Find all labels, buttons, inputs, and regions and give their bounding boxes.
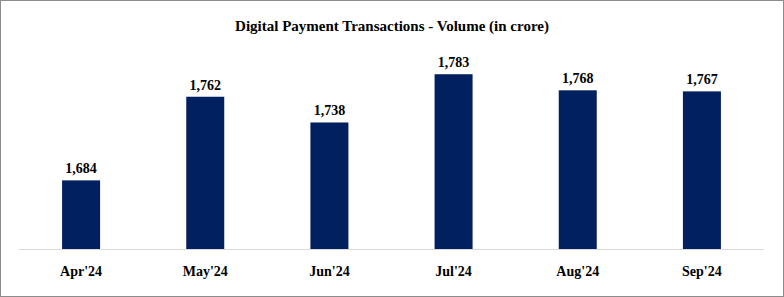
chart-title: Digital Payment Transactions - Volume (i… bbox=[235, 18, 549, 35]
x-tick-label: Jun'24 bbox=[309, 264, 349, 279]
bar bbox=[559, 90, 597, 249]
bars bbox=[62, 74, 721, 249]
x-tick-label: May'24 bbox=[183, 264, 228, 279]
labels: 1,684 Apr'24 1,762 May'24 1,738 Jun'24 1,783 Ju… bbox=[60, 55, 722, 279]
bar bbox=[683, 91, 721, 249]
x-tick-label: Aug'24 bbox=[556, 264, 599, 279]
bar bbox=[62, 180, 100, 249]
data-label: 1,762 bbox=[190, 78, 222, 93]
frame bbox=[1, 1, 784, 297]
chart-svg: Digital Payment Transactions - Volume (i… bbox=[0, 0, 784, 297]
data-label: 1,738 bbox=[314, 103, 346, 118]
chart-container: Digital Payment Transactions - Volume (i… bbox=[0, 0, 784, 297]
data-label: 1,767 bbox=[686, 72, 718, 87]
data-label: 1,684 bbox=[65, 161, 97, 176]
bar bbox=[435, 74, 473, 249]
data-label: 1,768 bbox=[562, 71, 594, 86]
x-axis-line bbox=[19, 249, 764, 250]
bar bbox=[186, 97, 224, 249]
data-label: 1,783 bbox=[438, 55, 470, 70]
x-tick-label: Sep'24 bbox=[682, 264, 722, 279]
bar bbox=[310, 122, 348, 249]
x-tick-label: Jul'24 bbox=[435, 264, 472, 279]
x-tick-label: Apr'24 bbox=[60, 264, 102, 279]
